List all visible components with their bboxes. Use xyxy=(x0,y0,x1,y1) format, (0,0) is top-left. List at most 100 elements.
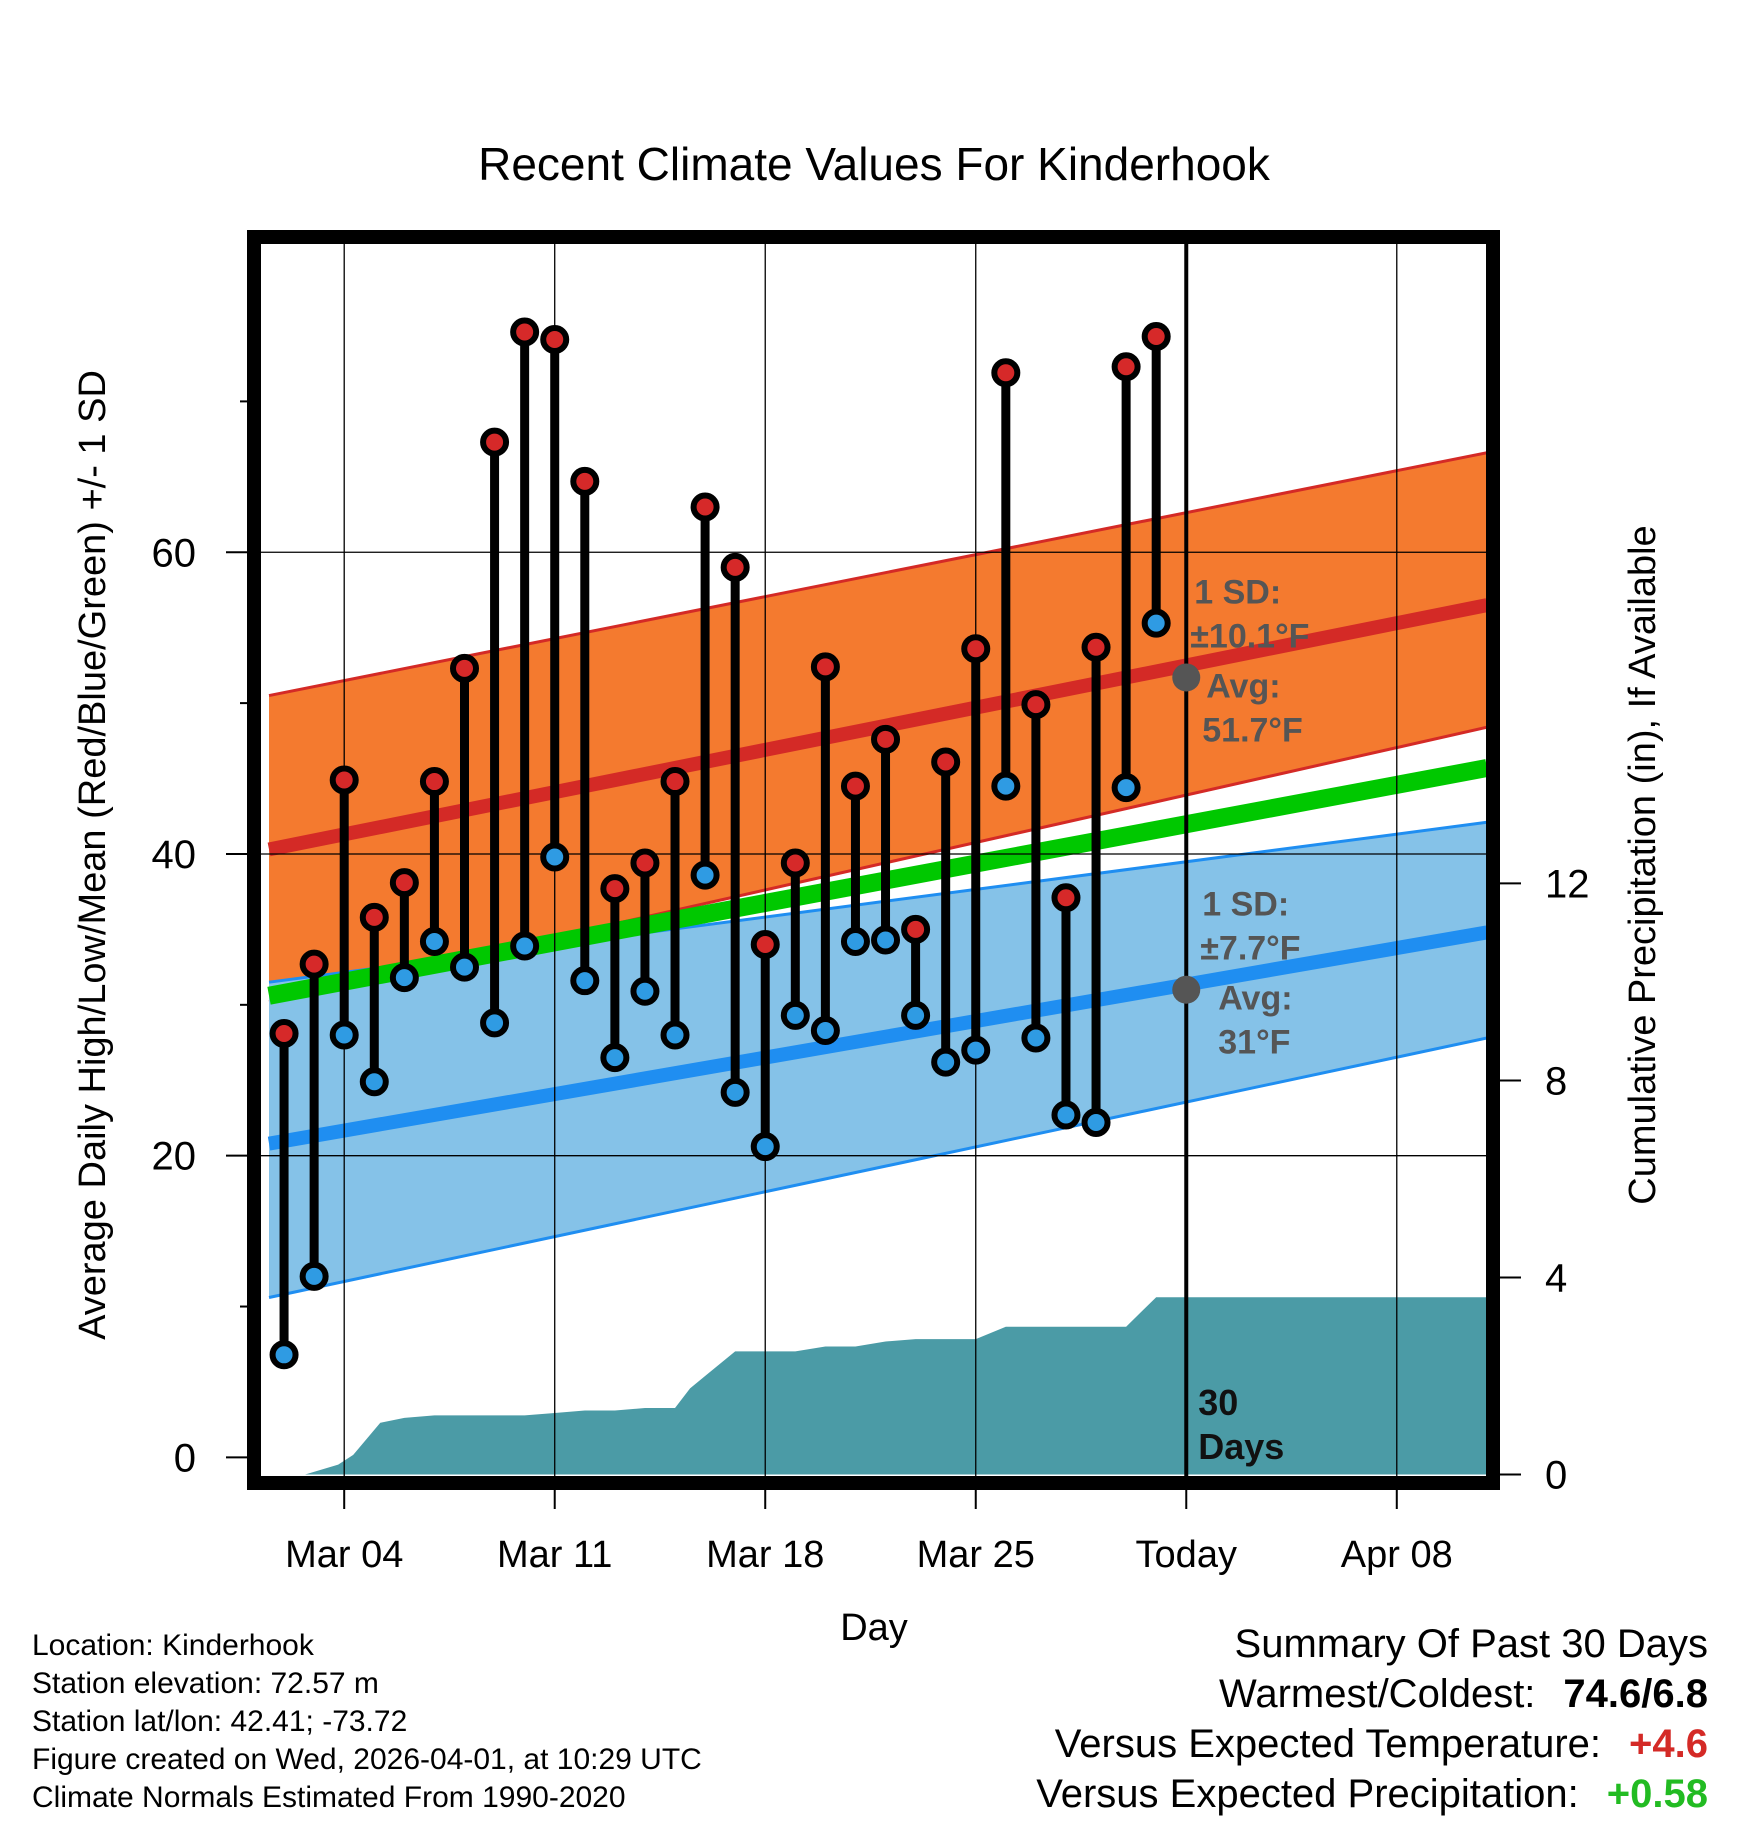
high-sd-value: ±10.1°F xyxy=(1190,617,1309,655)
daily-low-point xyxy=(510,931,540,961)
x-axis-label: Day xyxy=(840,1607,908,1649)
daily-low-point xyxy=(299,1261,329,1291)
daily-high-point xyxy=(389,868,419,898)
daily-high-point xyxy=(1081,632,1111,662)
low-sd-value: ±7.7°F xyxy=(1200,930,1300,968)
y-left-tick-label: 20 xyxy=(152,1135,197,1179)
precip-area xyxy=(269,1297,1487,1475)
daily-low-point xyxy=(871,925,901,955)
daily-high-point xyxy=(871,724,901,754)
created-text: Figure created on Wed, 2026-04-01, at 10… xyxy=(32,1743,702,1776)
daily-high-point xyxy=(540,325,570,355)
daily-high-point xyxy=(299,949,329,979)
daily-low-point xyxy=(750,1132,780,1162)
plot-content xyxy=(260,243,1487,1477)
location-text: Location: Kinderhook xyxy=(32,1629,314,1662)
x-tick-label: Mar 11 xyxy=(497,1534,612,1576)
daily-high-point xyxy=(480,427,510,457)
latlon-text: Station lat/lon: 42.41; -73.72 xyxy=(32,1705,408,1738)
summary-precip-label: Versus Expected Precipitation: xyxy=(1036,1772,1579,1816)
daily-low-point xyxy=(690,860,720,890)
daily-high-point xyxy=(1051,883,1081,913)
daily-high-point xyxy=(901,914,931,944)
daily-low-point xyxy=(600,1043,630,1073)
high-sd-title: 1 SD: xyxy=(1194,573,1281,611)
daily-high-point xyxy=(450,653,479,683)
high-avg-title: Avg: xyxy=(1206,667,1280,705)
plot-area: 1 SD: ±10.1°F Avg: 51.7°F 1 SD: ±7.7°F Avg: 31°… xyxy=(152,230,1590,1576)
daily-high-point xyxy=(510,317,540,347)
daily-low-point xyxy=(630,976,660,1006)
low-sd-band xyxy=(269,822,1487,1298)
daily-low-point xyxy=(1141,608,1171,638)
daily-high-point xyxy=(600,874,630,904)
y-right-tick-label: 12 xyxy=(1545,862,1590,906)
daily-low-point xyxy=(389,963,419,993)
daily-high-point xyxy=(1111,352,1141,382)
y-right-tick-label: 4 xyxy=(1545,1256,1567,1300)
daily-high-point xyxy=(720,552,750,582)
daily-low-point xyxy=(1111,773,1141,803)
daily-high-point xyxy=(570,466,600,496)
low-avg-dot xyxy=(1172,975,1201,1004)
summary-temp-label: Versus Expected Temperature: xyxy=(1054,1722,1602,1766)
daily-low-point xyxy=(901,1000,931,1030)
daily-low-point xyxy=(720,1077,750,1107)
y-right-tick-label: 0 xyxy=(1545,1454,1567,1498)
daily-high-point xyxy=(810,652,840,682)
high-avg-dot xyxy=(1172,663,1201,692)
daily-high-point xyxy=(359,902,389,932)
summary-warm-cold-value: 74.6/6.8 xyxy=(1563,1672,1708,1716)
low-avg-title: Avg: xyxy=(1218,980,1292,1018)
today-days-number: 30 xyxy=(1198,1382,1238,1423)
daily-high-point xyxy=(660,767,690,797)
daily-high-point xyxy=(991,358,1021,388)
daily-low-point xyxy=(329,1020,359,1050)
daily-low-point xyxy=(359,1067,389,1097)
daily-low-point xyxy=(269,1340,299,1370)
normals-period-text: Climate Normals Estimated From 1990-2020 xyxy=(32,1781,626,1814)
daily-low-point xyxy=(419,926,449,956)
daily-low-point xyxy=(780,1000,810,1030)
summary-warm-cold-label: Warmest/Coldest: xyxy=(1219,1672,1536,1716)
daily-high-point xyxy=(1141,322,1171,352)
x-tick-label: Mar 04 xyxy=(285,1534,403,1576)
daily-high-point xyxy=(690,492,720,522)
y-left-tick-label: 40 xyxy=(152,833,197,877)
daily-high-point xyxy=(630,848,660,878)
daily-low-point xyxy=(570,966,600,996)
daily-high-point xyxy=(419,767,449,797)
daily-low-point xyxy=(540,842,570,872)
y-axis-left-label: Average Daily High/Low/Mean (Red/Blue/Gr… xyxy=(72,370,114,1340)
daily-low-point xyxy=(660,1020,690,1050)
summary-warm-cold-row: Warmest/Coldest: 74.6/6.8 xyxy=(1219,1672,1708,1717)
daily-low-point xyxy=(480,1008,510,1038)
today-days-text: Days xyxy=(1198,1426,1284,1467)
daily-high-point xyxy=(750,929,780,959)
x-tick-label: Apr 08 xyxy=(1341,1534,1453,1576)
daily-high-point xyxy=(269,1018,299,1048)
daily-low-point xyxy=(1021,1023,1051,1053)
x-tick-label: Mar 25 xyxy=(917,1534,1035,1576)
y-axis-right-label: Cumulative Precipitation (in), If Availa… xyxy=(1622,525,1664,1204)
low-avg-value: 31°F xyxy=(1218,1024,1290,1062)
elevation-text: Station elevation: 72.57 m xyxy=(32,1667,379,1700)
y-right-tick-label: 8 xyxy=(1545,1059,1567,1103)
y-left-tick-label: 0 xyxy=(174,1436,196,1480)
plot-frame xyxy=(247,230,1500,1490)
daily-low-point xyxy=(810,1015,840,1045)
high-avg-value: 51.7°F xyxy=(1202,711,1303,749)
summary-heading: Summary Of Past 30 Days xyxy=(1234,1622,1708,1666)
daily-high-point xyxy=(931,747,961,777)
daily-high-point xyxy=(780,848,810,878)
daily-low-point xyxy=(931,1047,961,1077)
daily-low-point xyxy=(840,926,870,956)
summary-temp-value: +4.6 xyxy=(1629,1722,1708,1766)
high-sd-band-upper-edge xyxy=(268,451,1487,698)
chart-title: Recent Climate Values For Kinderhook xyxy=(478,138,1271,190)
daily-high-point xyxy=(1021,690,1051,720)
summary-precip-row: Versus Expected Precipitation: +0.58 xyxy=(1036,1772,1708,1817)
daily-high-point xyxy=(329,765,359,795)
daily-low-point xyxy=(991,771,1021,801)
